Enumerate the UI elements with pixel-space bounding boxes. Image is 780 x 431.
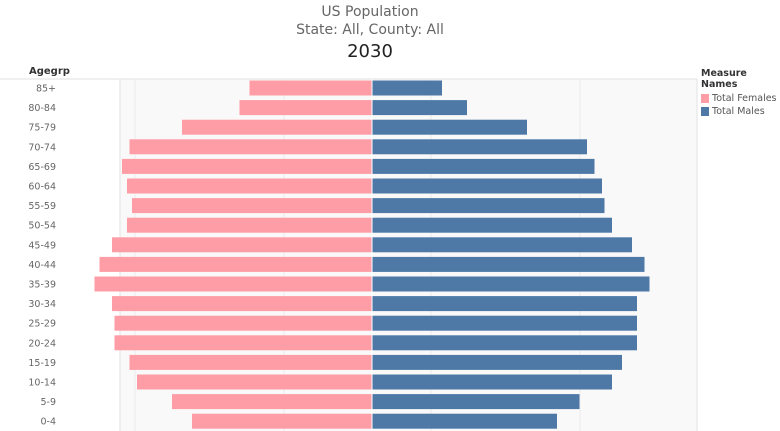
legend-swatch bbox=[701, 107, 709, 116]
bar-male-50-54 bbox=[372, 217, 612, 233]
bar-male-0-4 bbox=[372, 413, 557, 429]
bar-male-80-84 bbox=[372, 100, 467, 116]
y-axis-header: Agegrp bbox=[29, 66, 70, 77]
y-tick-label: 35-39 bbox=[28, 280, 56, 291]
bar-male-75-79 bbox=[372, 119, 527, 135]
bar-female-65-69 bbox=[122, 158, 372, 174]
y-tick-label: 15-19 bbox=[28, 358, 56, 369]
y-tick-label: 85+ bbox=[36, 84, 56, 95]
y-tick-label: 80-84 bbox=[28, 103, 56, 114]
bar-female-45-49 bbox=[112, 237, 372, 253]
y-tick-label: 55-59 bbox=[28, 201, 56, 212]
bar-female-30-34 bbox=[112, 296, 372, 312]
legend-swatch bbox=[701, 94, 709, 103]
bar-female-75-79 bbox=[182, 119, 372, 135]
bar-male-55-59 bbox=[372, 198, 605, 214]
y-tick-label: 45-49 bbox=[28, 240, 56, 251]
bar-male-10-14 bbox=[372, 374, 612, 390]
bar-female-55-59 bbox=[132, 198, 372, 214]
y-tick-label: 70-74 bbox=[28, 142, 56, 153]
population-pyramid: 85+ 80-84 75-79 70-74 65-69 60-64 55-59 50-54 45… bbox=[0, 78, 698, 431]
bar-male-65-69 bbox=[372, 158, 595, 174]
bar-male-20-24 bbox=[372, 335, 637, 351]
legend-label: Total Females bbox=[712, 93, 777, 104]
bar-female-10-14 bbox=[137, 374, 372, 390]
bar-male-25-29 bbox=[372, 315, 637, 331]
bar-male-60-64 bbox=[372, 178, 602, 194]
y-tick-label: 5-9 bbox=[40, 397, 56, 408]
y-tick-label: 75-79 bbox=[28, 123, 56, 134]
bar-male-15-19 bbox=[372, 354, 622, 370]
y-tick-label: 30-34 bbox=[28, 299, 56, 310]
bar-male-45-49 bbox=[372, 237, 632, 253]
bar-male-5-9 bbox=[372, 394, 580, 410]
bar-female-0-4 bbox=[192, 413, 372, 429]
plot-background bbox=[120, 79, 697, 431]
y-tick-label: 65-69 bbox=[28, 162, 56, 173]
bar-female-25-29 bbox=[114, 315, 372, 331]
bar-female-70-74 bbox=[129, 139, 372, 155]
bar-female-15-19 bbox=[129, 354, 372, 370]
legend-item-males[interactable]: Total Males bbox=[701, 105, 780, 118]
bar-male-40-44 bbox=[372, 256, 645, 272]
year-label: 2030 bbox=[347, 41, 393, 62]
chart-subtitle: State: All, County: All bbox=[296, 22, 444, 38]
bar-female-60-64 bbox=[127, 178, 372, 194]
bar-female-85+ bbox=[249, 80, 372, 96]
legend-label: Total Males bbox=[712, 106, 765, 117]
y-tick-label: 25-29 bbox=[28, 319, 56, 330]
legend-title: Measure Names bbox=[701, 68, 747, 90]
y-tick-label: 40-44 bbox=[28, 260, 56, 271]
bar-female-80-84 bbox=[239, 100, 372, 116]
bar-female-35-39 bbox=[94, 276, 372, 292]
bar-male-30-34 bbox=[372, 296, 637, 312]
y-tick-label: 60-64 bbox=[28, 182, 56, 193]
bar-male-85+ bbox=[372, 80, 442, 96]
y-tick-label: 50-54 bbox=[28, 221, 56, 232]
y-tick-label: 10-14 bbox=[28, 378, 56, 389]
y-tick-label: 0-4 bbox=[40, 417, 56, 428]
bar-female-50-54 bbox=[127, 217, 372, 233]
bar-female-20-24 bbox=[114, 335, 372, 351]
bar-female-5-9 bbox=[172, 394, 372, 410]
bar-male-35-39 bbox=[372, 276, 650, 292]
chart-title: US Population bbox=[321, 4, 419, 20]
legend: Measure Names Total Females Total Males bbox=[701, 68, 780, 118]
bar-female-40-44 bbox=[99, 256, 372, 272]
legend-item-females[interactable]: Total Females bbox=[701, 92, 780, 105]
bar-male-70-74 bbox=[372, 139, 587, 155]
y-tick-label: 20-24 bbox=[28, 338, 56, 349]
